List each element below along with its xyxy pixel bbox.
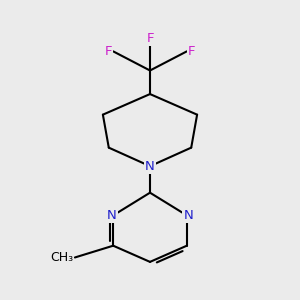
Text: CH₃: CH₃ (50, 251, 74, 264)
Text: N: N (145, 160, 155, 173)
Text: F: F (188, 45, 195, 58)
Text: N: N (183, 209, 193, 222)
Text: N: N (107, 209, 117, 222)
Text: F: F (105, 45, 112, 58)
Text: F: F (146, 32, 154, 46)
